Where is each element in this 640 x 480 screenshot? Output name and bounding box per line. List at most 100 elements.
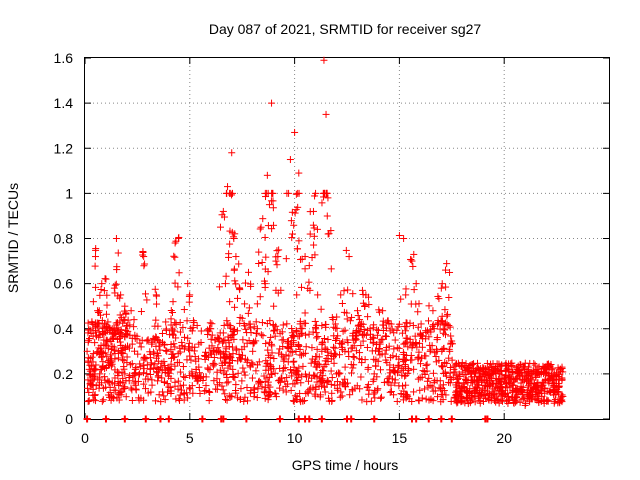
data-point: [341, 363, 349, 371]
data-point: [185, 339, 193, 347]
data-point: [85, 397, 93, 405]
data-point: [285, 352, 293, 360]
data-point: [297, 283, 305, 291]
data-point: [307, 384, 315, 392]
data-point: [305, 278, 313, 286]
data-point: [347, 369, 355, 377]
data-point: [361, 302, 369, 310]
data-point: [172, 319, 180, 327]
data-point: [228, 149, 236, 157]
data-point: [249, 360, 257, 368]
data-point: [312, 329, 320, 337]
y-tick-label: 1.4: [54, 95, 74, 111]
data-point: [117, 388, 125, 396]
data-point: [333, 313, 341, 321]
data-point: [402, 381, 410, 389]
data-point: [293, 377, 301, 385]
data-point: [224, 183, 232, 191]
data-point: [111, 355, 119, 363]
data-point: [92, 283, 100, 291]
data-point: [99, 396, 107, 404]
data-point: [112, 386, 120, 394]
data-point: [189, 324, 197, 332]
data-point: [341, 326, 349, 334]
data-point: [331, 344, 339, 352]
data-point: [327, 380, 335, 388]
data-point: [312, 385, 320, 393]
data-point: [249, 347, 257, 355]
data-point: [114, 249, 122, 257]
data-point: [146, 370, 154, 378]
data-point: [422, 362, 430, 370]
data-point: [301, 309, 309, 317]
data-point: [132, 365, 140, 373]
zero-marker: [276, 415, 284, 423]
data-point: [140, 253, 148, 261]
data-point: [97, 311, 105, 319]
data-point: [344, 348, 352, 356]
data-point: [293, 291, 301, 299]
data-point: [298, 372, 306, 380]
data-point: [101, 365, 109, 373]
data-point: [233, 327, 241, 335]
data-point: [286, 156, 294, 164]
data-point: [139, 369, 147, 377]
data-point: [336, 351, 344, 359]
data-point: [228, 343, 236, 351]
data-point: [197, 373, 205, 381]
data-point: [238, 377, 246, 385]
zero-marker: [305, 415, 313, 423]
data-point: [261, 394, 269, 402]
data-point: [302, 319, 310, 327]
data-point: [305, 386, 313, 394]
data-point: [312, 325, 320, 333]
data-point: [238, 345, 246, 353]
data-point: [188, 327, 196, 335]
data-point: [298, 351, 306, 359]
data-point: [179, 363, 187, 371]
data-point: [130, 369, 138, 377]
data-point: [178, 338, 186, 346]
data-point: [291, 128, 299, 136]
data-point: [154, 377, 162, 385]
data-point: [311, 317, 319, 325]
data-point: [185, 298, 193, 306]
data-point: [163, 388, 171, 396]
data-point: [254, 378, 262, 386]
data-point: [421, 385, 429, 393]
data-point: [350, 353, 358, 361]
data-point: [436, 377, 444, 385]
data-point: [275, 246, 283, 254]
data-point: [92, 397, 100, 405]
data-point: [302, 343, 310, 351]
data-point: [318, 366, 326, 374]
data-point: [310, 359, 318, 367]
data-point: [111, 289, 119, 297]
data-point: [142, 385, 150, 393]
data-point: [173, 358, 181, 366]
data-points: [83, 56, 567, 423]
data-point: [181, 374, 189, 382]
data-point: [204, 353, 212, 361]
data-point: [86, 335, 94, 343]
data-point: [232, 381, 240, 389]
data-point: [263, 171, 271, 179]
data-point: [331, 320, 339, 328]
data-point: [302, 390, 310, 398]
data-point: [259, 215, 267, 223]
data-point: [88, 318, 96, 326]
data-point: [340, 287, 348, 295]
data-point: [176, 318, 184, 326]
zero-marker: [347, 415, 355, 423]
data-point: [269, 204, 277, 212]
data-point: [268, 225, 276, 233]
data-point: [310, 241, 318, 249]
data-point: [139, 361, 147, 369]
data-point: [197, 327, 205, 335]
data-point: [304, 377, 312, 385]
data-point: [221, 395, 229, 403]
data-point: [166, 384, 174, 392]
data-point: [336, 369, 344, 377]
data-point: [222, 371, 230, 379]
data-point: [104, 318, 112, 326]
